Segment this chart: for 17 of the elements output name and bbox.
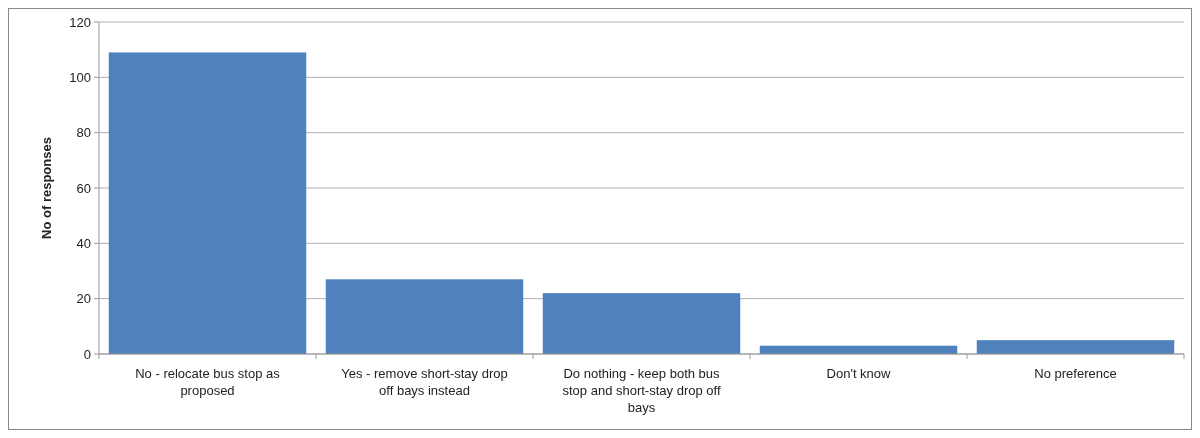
y-tick-label: 60: [76, 180, 91, 196]
x-tick-label: Don't know: [826, 366, 892, 381]
y-tick-label: 40: [76, 235, 91, 251]
x-tick-label: Yes - remove short-stay drop off bays instead: [341, 366, 508, 398]
y-tick-label: 0: [83, 346, 91, 362]
bar: [325, 279, 524, 354]
y-tick-label: 100: [69, 69, 91, 85]
x-tick-label: Do nothing - keep both bus stop and short-stay drop off bays: [562, 366, 721, 415]
x-tick-label: No - relocate bus stop as proposed: [135, 366, 281, 398]
x-tick-label: No preference: [1034, 366, 1117, 381]
y-axis-title: No of responses: [39, 137, 54, 239]
bar: [108, 52, 307, 354]
bar: [976, 340, 1175, 354]
y-tick-label: 120: [69, 14, 91, 30]
y-tick-label: 20: [76, 291, 91, 307]
bar: [542, 293, 741, 354]
y-tick-label: 80: [76, 125, 91, 141]
